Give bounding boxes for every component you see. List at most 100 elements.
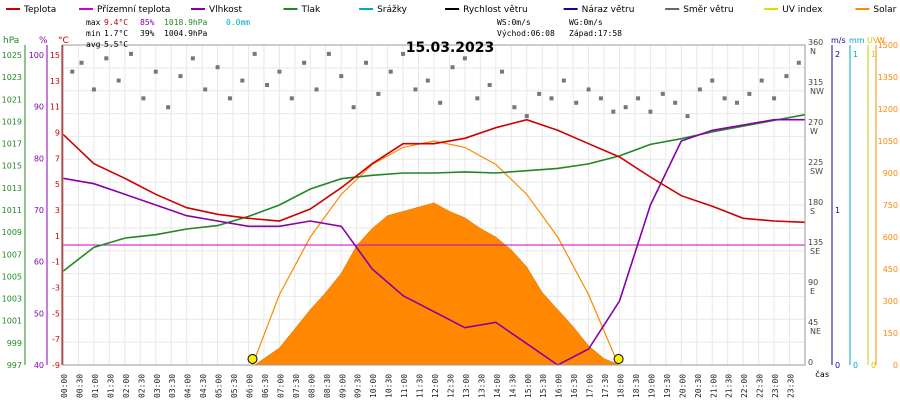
humidity-axis-tick: 60 xyxy=(34,258,44,267)
x-axis-tick: 10:00 xyxy=(369,374,378,398)
stat-max-label: max xyxy=(86,18,101,27)
series-lines xyxy=(62,113,806,366)
x-axis-tick: 14:00 xyxy=(493,374,502,398)
x-axis-tick: 09:30 xyxy=(354,374,363,398)
legend-item: Směr větru xyxy=(683,5,733,15)
pressure-axis-tick: 1015 xyxy=(2,162,22,171)
wind-direction-layer xyxy=(70,51,801,119)
wind-direction-point xyxy=(153,69,158,74)
stat-max-rain: 0.0mm xyxy=(226,18,250,27)
x-axis-tick: 03:30 xyxy=(168,374,177,398)
x-axis-tick: 18:30 xyxy=(632,374,641,398)
wind-axis-tick: 2 xyxy=(835,50,840,59)
x-axis-tick: 02:00 xyxy=(122,374,131,398)
x-axis-label: čas xyxy=(815,369,830,379)
solar-max-curve xyxy=(251,140,620,366)
direction-axis-tick: 45 xyxy=(808,318,818,327)
wind-direction-point xyxy=(512,105,517,110)
legend-item: Náraz větru xyxy=(582,5,635,15)
axes: 1025102310211019101710151013101110091007… xyxy=(2,36,898,398)
x-axis-tick: 12:00 xyxy=(431,374,440,398)
x-axis-tick: 20:00 xyxy=(678,374,687,398)
x-axis-tick: 15:30 xyxy=(539,374,548,398)
solar-axis-tick: 600 xyxy=(883,233,898,242)
temperature-axis-tick: 5 xyxy=(55,180,60,189)
x-axis-tick: 02:30 xyxy=(137,374,146,398)
direction-name: SE xyxy=(810,247,820,256)
wind-axis-title: m/s xyxy=(831,36,846,45)
legend-item: Srážky xyxy=(377,5,408,15)
x-axis-tick: 19:00 xyxy=(647,374,656,398)
wind-direction-point xyxy=(697,87,702,92)
pressure-axis-title: hPa xyxy=(3,36,19,46)
x-axis-tick: 06:00 xyxy=(246,374,255,398)
wind-direction-point xyxy=(302,60,307,65)
wind-direction-point xyxy=(561,78,566,83)
pressure-axis-tick: 1017 xyxy=(2,140,22,149)
x-axis-tick: 00:00 xyxy=(60,374,69,398)
rain-axis-title: mm xyxy=(849,36,865,45)
pressure-axis-tick: 999 xyxy=(7,339,22,348)
temperature-line xyxy=(62,118,806,224)
temperature-axis-tick: 3 xyxy=(55,206,60,215)
wind-direction-point xyxy=(722,96,727,101)
wind-direction-point xyxy=(796,60,801,65)
x-axis-tick: 00:30 xyxy=(75,374,84,398)
stat-max-press: 1018.9hPa xyxy=(164,18,208,27)
wind-direction-point xyxy=(79,60,84,65)
wind-direction-point xyxy=(277,69,282,74)
direction-axis-tick: 360 xyxy=(808,38,823,47)
wind-direction-point xyxy=(116,78,121,83)
wind-direction-point xyxy=(487,83,492,87)
solar-axis-tick: 150 xyxy=(883,329,898,338)
stat-min-hum: 39% xyxy=(140,29,155,38)
solar-axis-tick: 1200 xyxy=(878,105,898,114)
pressure-axis-tick: 1025 xyxy=(2,51,22,60)
x-axis-tick: 06:30 xyxy=(261,374,270,398)
wind-direction-point xyxy=(227,96,232,101)
x-axis-tick: 16:00 xyxy=(555,374,564,398)
wind-direction-point xyxy=(104,56,109,61)
legend-item: Teplota xyxy=(23,5,56,15)
x-axis-tick: 18:00 xyxy=(617,374,626,398)
humidity-axis-tick: 70 xyxy=(34,206,44,215)
x-axis-tick: 19:30 xyxy=(663,374,672,398)
wind-direction-point xyxy=(141,96,146,101)
wind-direction-point xyxy=(623,105,628,110)
direction-name: W xyxy=(810,127,818,136)
wind-direction-point xyxy=(339,74,344,79)
x-axis-tick: 22:00 xyxy=(740,374,749,398)
solar-axis-tick: 900 xyxy=(883,169,898,178)
wind-direction-point xyxy=(401,51,406,56)
pressure-axis-tick: 1005 xyxy=(2,272,22,281)
wind-direction-point xyxy=(166,105,171,110)
pressure-axis-tick: 1023 xyxy=(2,73,22,82)
direction-axis-tick: 135 xyxy=(808,238,823,247)
wind-direction-point xyxy=(648,109,653,114)
sunrise-marker xyxy=(247,354,258,364)
wind-direction-point xyxy=(611,109,616,114)
uv-axis-tick: 1 xyxy=(871,50,876,59)
x-axis-tick: 22:30 xyxy=(756,374,765,398)
direction-axis-tick: 90 xyxy=(808,278,818,287)
x-axis-tick: 05:30 xyxy=(230,374,239,398)
humidity-axis-title: % xyxy=(39,36,48,46)
pressure-axis-tick: 1013 xyxy=(2,184,22,193)
x-axis-tick: 16:30 xyxy=(570,374,579,398)
solar-axis-tick: 1050 xyxy=(878,137,898,146)
x-axis-tick: 07:00 xyxy=(276,374,285,398)
legend-item: Přízemní teplota xyxy=(97,5,170,15)
x-axis-tick: 08:00 xyxy=(307,374,316,398)
legend-item: Solar xyxy=(873,5,896,15)
wind-direction-point xyxy=(240,78,245,83)
x-axis-tick: 17:30 xyxy=(601,374,610,398)
wind-direction-point xyxy=(636,96,641,101)
wind-direction-point xyxy=(462,56,467,61)
wind-direction-point xyxy=(450,65,455,70)
wind-direction-point xyxy=(598,96,603,101)
pressure-line xyxy=(62,113,806,272)
humidity-line xyxy=(62,118,805,366)
legend-item: UV index xyxy=(782,5,823,15)
